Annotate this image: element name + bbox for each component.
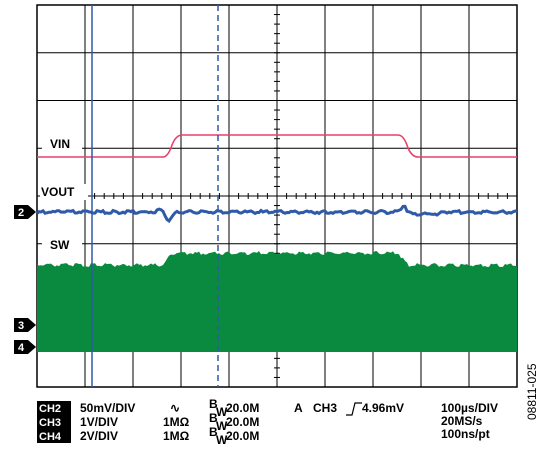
channel-scale: 2V/DIV [80, 429, 118, 443]
marker-label: 4 [18, 342, 25, 354]
figure-id: 08811-025 [525, 363, 539, 420]
trace-label: VOUT [41, 185, 75, 199]
bw-symbol: B [209, 397, 218, 411]
bw-symbol: B [209, 425, 218, 439]
graticule [36, 4, 517, 387]
sw-trace [37, 251, 517, 352]
trigger-edge [346, 402, 362, 416]
marker-label: 3 [18, 320, 24, 332]
vout-trace [36, 204, 518, 224]
trigger-mode: A [294, 401, 303, 415]
status-row: CH2 50mV/DIV ∿ B W 20.0M A CH3 4.96mV 10… [37, 397, 498, 419]
bw-value: 20.0M [226, 429, 259, 443]
label-bg [40, 184, 88, 200]
label-bg [42, 237, 82, 253]
bw-sub: W [216, 405, 228, 419]
trace-label: VIN [50, 137, 70, 151]
status-row: CH3 1V/DIV 1MΩ B W 20.0M 20MS/s [37, 411, 483, 433]
channel-coupling: ∿ [170, 401, 180, 415]
trigger-level: 4.96mV [362, 401, 404, 415]
bw-value: 20.0M [226, 415, 259, 429]
bw-sub: W [216, 433, 228, 447]
channel-badge [37, 429, 71, 443]
trigger-source: CH3 [313, 401, 337, 415]
timebase-rate: 20MS/s [441, 414, 483, 428]
bw-symbol: B [209, 411, 218, 425]
timebase-scale: 100µs/DIV [441, 401, 498, 415]
channel-scale: 1V/DIV [80, 415, 118, 429]
bw-value: 20.0M [226, 401, 259, 415]
vin-trace [37, 134, 517, 158]
channel-name: CH2 [39, 403, 61, 415]
channel-marker: 3 [14, 318, 36, 332]
channel-marker: 2 [14, 205, 36, 219]
bw-sub: W [216, 419, 228, 433]
status-row: CH4 2V/DIV 1MΩ B W 20.0M 100ns/pt [37, 425, 490, 447]
channel-badge [37, 415, 71, 429]
label-bg [42, 136, 82, 152]
channel-name: CH4 [39, 431, 62, 443]
channel-name: CH3 [39, 417, 61, 429]
marker-label: 2 [18, 207, 24, 219]
channel-coupling: 1MΩ [163, 429, 190, 443]
channel-coupling: 1MΩ [163, 415, 190, 429]
channel-marker: 4 [14, 340, 36, 354]
trace-label: SW [50, 238, 70, 252]
timebase-resolution: 100ns/pt [441, 427, 490, 441]
channel-scale: 50mV/DIV [80, 401, 135, 415]
channel-badge [37, 401, 71, 415]
graticule-frame [36, 4, 518, 388]
